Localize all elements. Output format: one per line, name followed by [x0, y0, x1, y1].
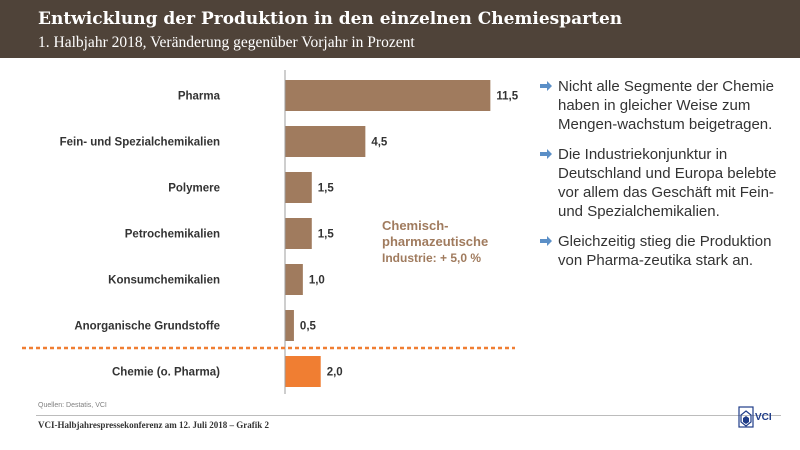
- category-label: Anorganische Grundstoffe: [74, 321, 220, 333]
- bar-4: [285, 264, 303, 295]
- category-label: Konsumchemikalien: [108, 275, 220, 287]
- category-label: Fein- und Spezialchemikalien: [60, 137, 220, 149]
- bullet-item: Nicht alle Segmente der Chemie haben in …: [540, 77, 790, 134]
- header-banner: Entwicklung der Produktion in den einzel…: [0, 0, 800, 58]
- value-label: 0,5: [300, 321, 317, 333]
- bar-chart: Pharma 11,5 Fein- und Spezialchemikalien 4,…: [22, 70, 519, 394]
- value-label: 1,0: [309, 275, 325, 287]
- category-label: Polymere: [168, 183, 220, 195]
- arrow-right-icon: [540, 149, 552, 159]
- footer-caption: VCI-Halbjahrespressekonferenz am 12. Jul…: [38, 420, 269, 430]
- bullet-text: Die Industriekonjunktur in Deutschland u…: [558, 146, 777, 220]
- bar-5: [285, 310, 294, 341]
- bar-1: [285, 126, 366, 157]
- vci-logo: VCI: [738, 406, 772, 428]
- bullet-item: Gleichzeitig stieg die Produktion von Ph…: [540, 232, 790, 270]
- annotation-line-3: Industrie: + 5,0 %: [382, 251, 482, 265]
- bar-3: [285, 218, 312, 249]
- page-title: Entwicklung der Produktion in den einzel…: [38, 9, 623, 29]
- annotation-line-2: pharmazeutische: [382, 234, 489, 249]
- source-note: Quellen: Destatis, VCI: [38, 402, 107, 409]
- industry-annotation: Chemisch- pharmazeutische Industrie: + 5…: [382, 218, 532, 266]
- value-label: 1,5: [318, 229, 335, 241]
- category-label: Chemie (o. Pharma): [112, 367, 220, 379]
- bar-2: [285, 172, 312, 203]
- value-label: 2,0: [327, 367, 343, 379]
- bullet-list: Nicht alle Segmente der Chemie haben in …: [540, 77, 790, 281]
- category-label: Petrochemikalien: [125, 229, 220, 241]
- bullet-text: Gleichzeitig stieg die Produktion von Ph…: [558, 233, 772, 269]
- page-subtitle: 1. Halbjahr 2018, Veränderung gegenüber …: [38, 34, 415, 51]
- logo-text: VCI: [755, 412, 772, 423]
- value-label: 4,5: [371, 137, 388, 149]
- annotation-line-1: Chemisch-: [382, 218, 449, 233]
- value-label: 11,5: [496, 91, 518, 103]
- arrow-right-icon: [540, 81, 552, 91]
- arrow-right-icon: [540, 236, 552, 246]
- value-label: 1,5: [318, 183, 335, 195]
- bullet-text: Nicht alle Segmente der Chemie haben in …: [558, 78, 774, 133]
- category-label: Pharma: [178, 91, 221, 103]
- bar-6: [285, 356, 321, 387]
- footer-divider: [36, 415, 781, 416]
- bar-0: [285, 80, 491, 111]
- bullet-item: Die Industriekonjunktur in Deutschland u…: [540, 145, 790, 221]
